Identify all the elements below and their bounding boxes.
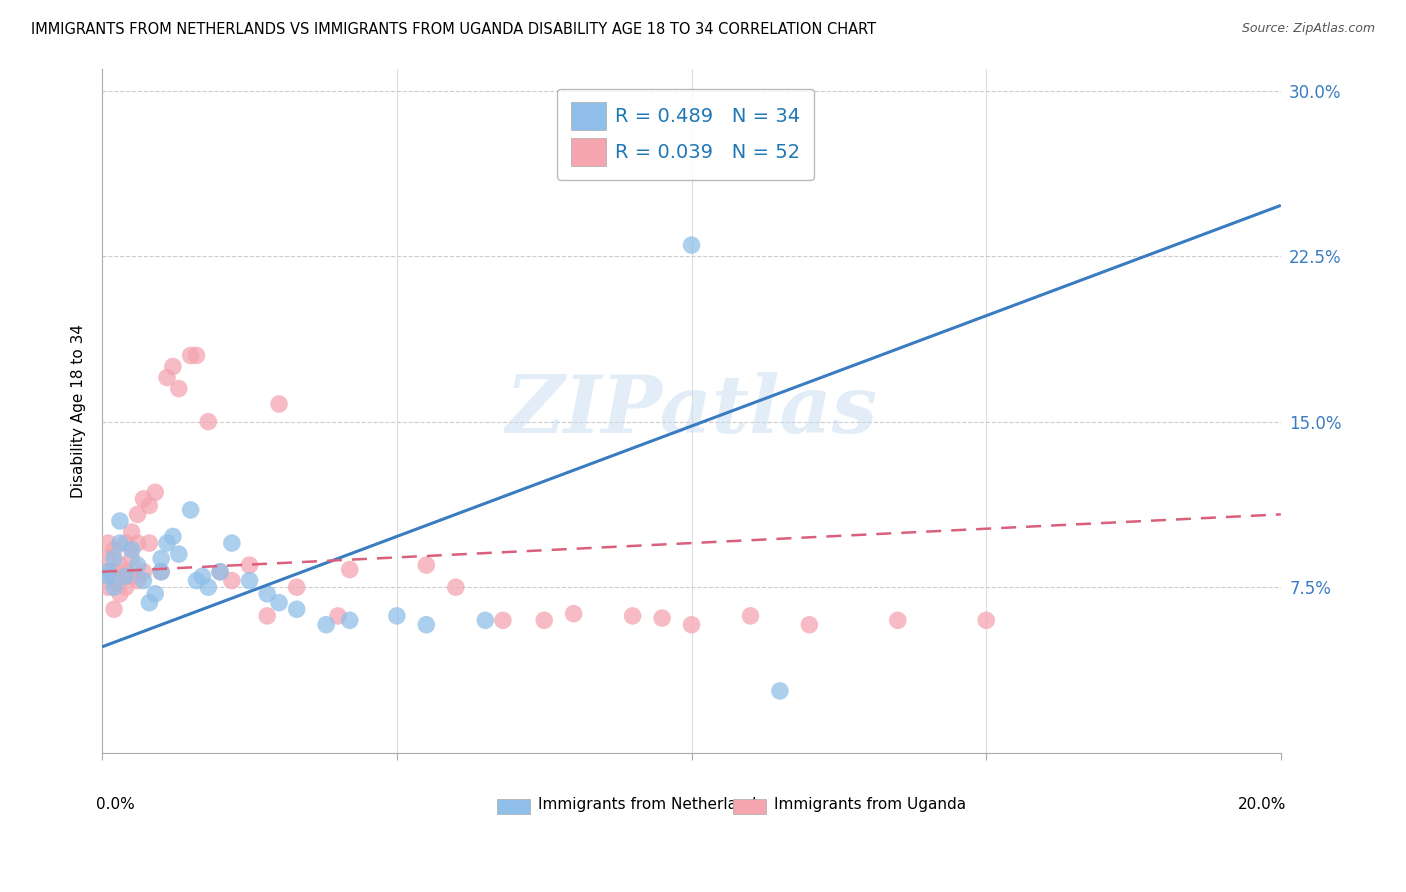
Point (315, 617, 337, 632)
Point (221, 574, 243, 588)
Point (138, 536, 160, 550)
Text: 20.0%: 20.0% (1239, 797, 1286, 813)
Legend: R = 0.489   N = 34, R = 0.039   N = 52: R = 0.489 N = 34, R = 0.039 N = 52 (557, 88, 814, 179)
Point (339, 613, 361, 627)
Point (180, 503, 202, 517)
Point (97, 565, 120, 579)
Point (769, 684, 792, 698)
Point (186, 574, 208, 588)
Point (681, 617, 703, 632)
Point (974, 613, 997, 627)
Point (887, 613, 910, 627)
Point (385, 608, 408, 623)
Point (150, 551, 173, 566)
Point (127, 508, 149, 522)
Point (150, 565, 173, 579)
Point (651, 611, 673, 625)
Point (114, 536, 136, 550)
Point (103, 574, 125, 588)
Point (167, 382, 190, 396)
Point (127, 536, 149, 550)
Point (162, 529, 184, 543)
Point (103, 542, 125, 557)
Point (138, 596, 160, 610)
Point (326, 608, 349, 623)
Point (127, 574, 149, 588)
Point (121, 542, 143, 557)
Bar (498, 799, 530, 814)
Bar (733, 799, 766, 814)
Y-axis label: Disability Age 18 to 34: Disability Age 18 to 34 (72, 324, 86, 498)
Point (209, 565, 232, 579)
Point (114, 569, 136, 583)
Point (256, 608, 278, 623)
Text: ZIPatlas: ZIPatlas (506, 372, 877, 450)
Point (562, 607, 585, 621)
Point (103, 551, 125, 566)
Text: Immigrants from Netherlands: Immigrants from Netherlands (538, 797, 765, 813)
Point (339, 563, 361, 577)
Point (180, 348, 202, 362)
Point (740, 608, 762, 623)
Point (415, 617, 437, 632)
Point (474, 613, 496, 627)
Point (132, 491, 155, 506)
Point (114, 580, 136, 594)
Point (121, 551, 143, 566)
Point (97, 569, 120, 583)
Point (97, 580, 120, 594)
Point (97, 551, 120, 566)
Point (167, 547, 190, 561)
Point (108, 536, 131, 550)
Point (197, 415, 219, 429)
Point (191, 569, 214, 583)
Point (108, 558, 131, 573)
Point (444, 580, 467, 594)
Point (156, 536, 179, 550)
Point (621, 608, 644, 623)
Text: IMMIGRANTS FROM NETHERLANDS VS IMMIGRANTS FROM UGANDA DISABILITY AGE 18 TO 34 CO: IMMIGRANTS FROM NETHERLANDS VS IMMIGRANT… (31, 22, 876, 37)
Point (238, 574, 260, 588)
Point (285, 602, 308, 616)
Point (121, 569, 143, 583)
Point (108, 514, 131, 528)
Text: Immigrants from Uganda: Immigrants from Uganda (775, 797, 966, 813)
Point (114, 565, 136, 579)
Point (492, 613, 515, 627)
Point (267, 596, 290, 610)
Point (138, 499, 160, 513)
Point (238, 558, 260, 573)
Point (121, 524, 143, 539)
Text: 0.0%: 0.0% (97, 797, 135, 813)
Point (97, 565, 120, 579)
Point (108, 574, 131, 588)
Point (103, 565, 125, 579)
Point (186, 348, 208, 362)
Point (150, 565, 173, 579)
Point (103, 602, 125, 616)
Point (127, 558, 149, 573)
Text: Source: ZipAtlas.com: Source: ZipAtlas.com (1241, 22, 1375, 36)
Point (415, 558, 437, 573)
Point (162, 359, 184, 374)
Point (197, 580, 219, 594)
Point (209, 565, 232, 579)
Point (221, 536, 243, 550)
Point (132, 574, 155, 588)
Point (143, 485, 166, 500)
Point (156, 370, 179, 384)
Point (108, 587, 131, 601)
Point (256, 587, 278, 601)
Point (97, 536, 120, 550)
Point (143, 587, 166, 601)
Point (103, 580, 125, 594)
Point (533, 613, 555, 627)
Point (132, 565, 155, 579)
Point (681, 238, 703, 252)
Point (285, 580, 308, 594)
Point (799, 617, 821, 632)
Point (267, 397, 290, 411)
